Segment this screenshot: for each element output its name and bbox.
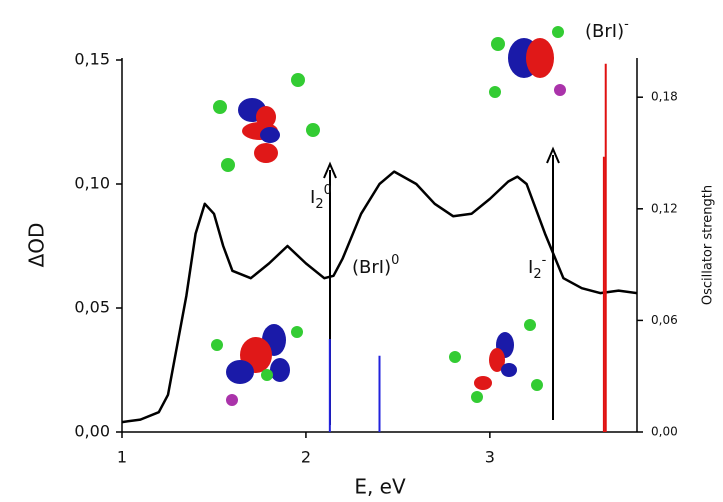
y-tick-label: 0,10	[74, 174, 110, 193]
molecule	[211, 324, 303, 406]
annotation-sup: 0	[324, 183, 332, 198]
annotation-base: I	[310, 187, 315, 208]
y-tick-label: 0,05	[74, 298, 110, 317]
annotation: I20	[310, 183, 332, 212]
annotation: (BrI)-	[585, 17, 629, 43]
molecule	[213, 73, 320, 172]
annotation-base: (BrI)	[585, 21, 624, 42]
y2-tick-label: 0,18	[651, 90, 678, 104]
annotation-base: (BrI)	[352, 257, 391, 278]
annotation-sup: -	[542, 253, 547, 268]
y-tick-label: 0,15	[74, 50, 110, 69]
arrow-head	[546, 146, 560, 164]
y2-tick-label: 0,00	[651, 425, 678, 439]
annotation-sup: -	[624, 17, 629, 32]
annotation-base: I	[528, 257, 533, 278]
y-axis-label: ΔOD	[25, 223, 49, 268]
x-tick-label: 1	[117, 448, 127, 467]
molecule	[449, 319, 543, 403]
y2-axis-label: Oscillator strength	[701, 185, 716, 305]
x-axis-label: E, eV	[354, 475, 406, 499]
y2-tick-label: 0,12	[651, 201, 678, 215]
x-tick-label: 2	[301, 448, 311, 467]
molecule	[489, 26, 566, 98]
molecule-images	[211, 26, 566, 406]
spectrum-line	[121, 170, 638, 424]
annotation: I2-	[528, 253, 547, 282]
arrow-head	[323, 161, 337, 179]
y2-tick-label: 0,06	[651, 313, 678, 327]
annotation-sub: 2	[315, 197, 323, 212]
x-tick-label: 3	[485, 448, 495, 467]
annotation: (BrI)0	[352, 253, 399, 279]
annotation-sup: 0	[391, 253, 399, 268]
y-tick-label: 0,00	[74, 422, 110, 441]
annotation-sub: 2	[533, 267, 541, 282]
